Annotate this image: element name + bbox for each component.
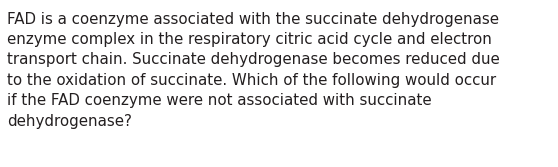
Text: FAD is a coenzyme associated with the succinate dehydrogenase
enzyme complex in : FAD is a coenzyme associated with the su…	[7, 12, 500, 129]
